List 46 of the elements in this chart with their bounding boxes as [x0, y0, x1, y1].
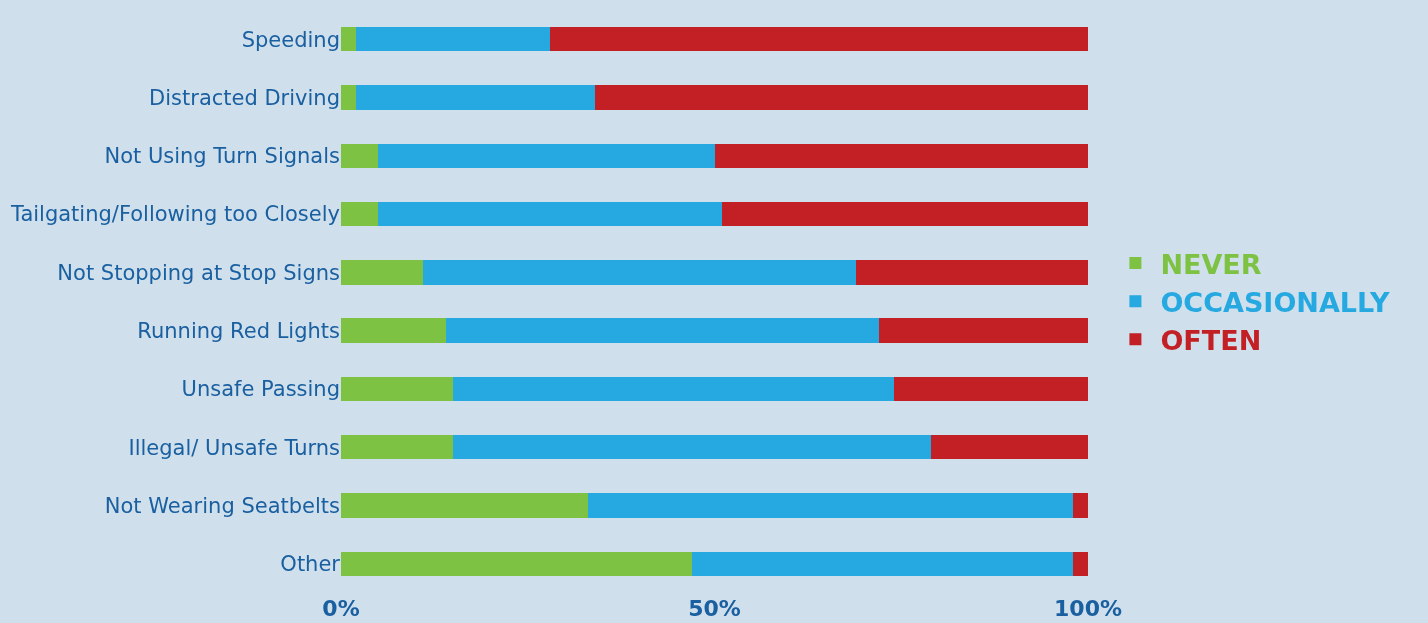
bar [594, 85, 1088, 110]
bar [341, 551, 693, 577]
y-tick-label: Tailgating/Following too Closely [10, 202, 340, 227]
legend-label: NEVER [1160, 248, 1262, 280]
bar [378, 143, 715, 168]
y-tick-label: Unsafe Passing [181, 377, 340, 402]
bar [445, 318, 879, 343]
bar [931, 435, 1088, 460]
bar [341, 376, 454, 402]
y-tick-label: Not Stopping at Stop Signs [57, 260, 340, 285]
bar [355, 26, 551, 52]
bar [341, 26, 356, 52]
bar [423, 260, 857, 285]
y-tick-label: Other [280, 552, 341, 577]
bar [878, 318, 1088, 343]
y-tick-label: Distracted Driving [149, 85, 340, 110]
bar [692, 551, 1074, 577]
x-tick-label: 100% [1054, 596, 1122, 621]
bar [355, 85, 595, 110]
bar [453, 435, 932, 460]
bar [341, 143, 379, 168]
bar [587, 493, 1074, 518]
bar [341, 435, 454, 460]
bar [341, 260, 424, 285]
bar [721, 201, 1088, 227]
bar [1073, 551, 1088, 577]
bar [1073, 493, 1088, 518]
bar [453, 376, 894, 402]
bar [341, 493, 588, 518]
bar [893, 376, 1088, 402]
x-tick-label: 50% [688, 596, 741, 621]
bar [341, 201, 379, 227]
bar [714, 143, 1088, 168]
bar [856, 260, 1088, 285]
y-tick-label: Not Wearing Seatbelts [104, 493, 340, 518]
y-tick-label: Speeding [241, 27, 340, 52]
legend-label: OCCASIONALLY [1160, 286, 1391, 318]
bar [341, 85, 356, 110]
y-tick-label: Not Using Turn Signals [104, 144, 340, 169]
x-tick-label: 0% [322, 596, 360, 621]
y-tick-label: Illegal/ Unsafe Turns [128, 435, 340, 460]
legend-label: OFTEN [1160, 324, 1262, 356]
bar [378, 201, 722, 227]
y-tick-label: Running Red Lights [137, 319, 340, 343]
bar [341, 318, 446, 343]
bar [550, 26, 1088, 52]
